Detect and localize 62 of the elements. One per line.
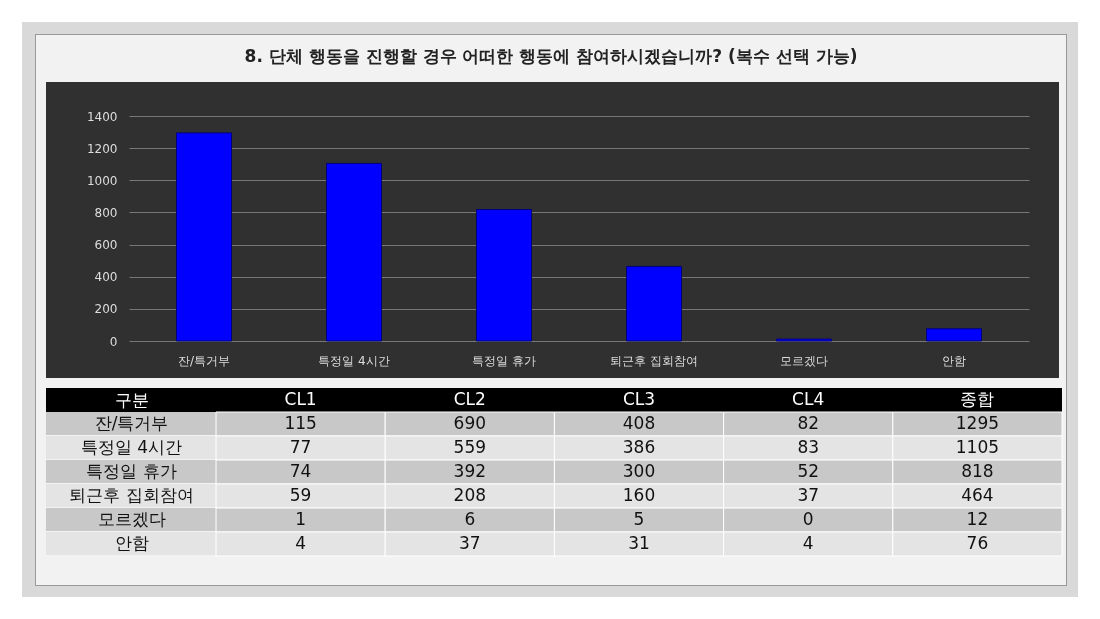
y-tick-label: 0 bbox=[109, 334, 118, 349]
data-label: 4 bbox=[802, 533, 814, 553]
y-tick-label: 600 bbox=[94, 238, 118, 253]
data-label: 0 bbox=[802, 509, 814, 529]
x-tick-label: 안함 bbox=[942, 353, 966, 368]
bar bbox=[476, 209, 532, 342]
y-tick-label: 200 bbox=[94, 302, 118, 317]
data-label: 37 bbox=[458, 533, 481, 553]
bar bbox=[926, 328, 982, 342]
data-label: 82 bbox=[797, 413, 820, 433]
x-tick-label: CL3 bbox=[622, 388, 656, 409]
y-tick-label: 안함 bbox=[114, 533, 149, 553]
data-label: 77 bbox=[289, 437, 312, 457]
data-label: 464 bbox=[961, 485, 994, 505]
data-label: 31 bbox=[628, 533, 650, 553]
data-label: 12 bbox=[966, 509, 989, 529]
data-label: 300 bbox=[622, 461, 656, 481]
chart-title: 8. 단체 행동을 진행할 경우 어떠한 행동에 참여하시겠습니까? (복수 선택 가능) bbox=[243, 45, 859, 68]
y-tick-label: 특정일 휴가 bbox=[86, 461, 177, 481]
y-tick-label: 1400 bbox=[86, 109, 118, 124]
data-label: 559 bbox=[453, 437, 487, 457]
data-label: 1295 bbox=[955, 413, 1000, 433]
y-tick-label: 1000 bbox=[86, 173, 118, 188]
y-tick-label: 잔/특거부 bbox=[94, 413, 169, 433]
x-tick-label: 모르겠다 bbox=[780, 353, 828, 368]
data-label: 408 bbox=[622, 413, 656, 433]
data-label: 690 bbox=[453, 413, 487, 433]
data-label: 208 bbox=[453, 485, 487, 505]
bar bbox=[626, 265, 682, 342]
data-label: 5 bbox=[633, 509, 645, 529]
data-label: 6 bbox=[464, 509, 476, 529]
y-tick-label: 모르겠다 bbox=[97, 509, 166, 529]
data-label: 1105 bbox=[955, 437, 1000, 457]
data-label: 392 bbox=[453, 461, 487, 481]
x-tick-label: 종합 bbox=[960, 388, 995, 409]
y-tick-label: 400 bbox=[94, 270, 118, 285]
x-tick-label: 특정일 휴가 bbox=[472, 353, 536, 368]
bar bbox=[326, 162, 382, 342]
y-tick-label: 1200 bbox=[86, 141, 118, 156]
y-tick-label: 800 bbox=[94, 205, 118, 220]
x-tick-label: 퇴근후 집회참여 bbox=[610, 353, 698, 368]
x-tick-label: 잔/특거부 bbox=[177, 353, 231, 368]
x-tick-label: CL4 bbox=[792, 388, 825, 409]
y-tick-label: 특정일 4시간 bbox=[80, 437, 183, 457]
data-label: 76 bbox=[966, 533, 989, 553]
x-tick-label: CL1 bbox=[284, 388, 317, 409]
data-label: 818 bbox=[961, 461, 994, 481]
data-label: 115 bbox=[284, 413, 317, 433]
data-label: 59 bbox=[289, 485, 312, 505]
data-label: 386 bbox=[622, 437, 656, 457]
data-label: 52 bbox=[797, 461, 820, 481]
bar bbox=[176, 132, 232, 342]
data-label: 160 bbox=[622, 485, 656, 505]
data-label: 74 bbox=[289, 461, 312, 481]
data-label: 1 bbox=[295, 509, 307, 529]
data-label: 83 bbox=[797, 437, 820, 457]
data-label: 37 bbox=[797, 485, 820, 505]
x-tick-label: CL2 bbox=[453, 388, 486, 409]
y-axis-title: 구분 bbox=[114, 389, 149, 410]
x-tick-label: 특정일 4시간 bbox=[318, 353, 390, 368]
data-label: 4 bbox=[295, 533, 307, 553]
y-tick-label: 퇴근후 집회참여 bbox=[69, 485, 194, 505]
